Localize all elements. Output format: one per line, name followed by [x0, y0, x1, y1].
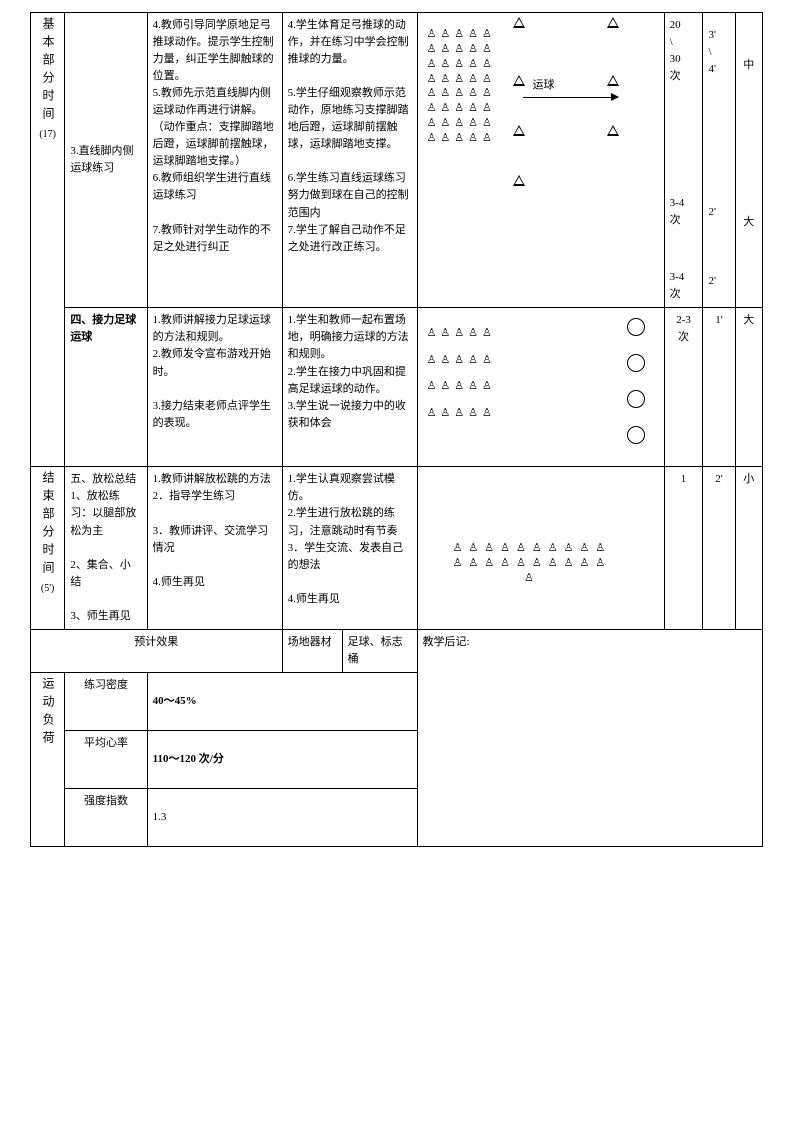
r1-student: 4.学生体育足弓推球的动作，并在练习中学会控制推球的力量。 5.学生仔细观察教师…	[282, 13, 417, 308]
r2-times: 2-3 次	[664, 308, 703, 467]
relay-formation: ♙♙♙♙♙♙♙♙♙♙♙♙♙♙♙♙♙♙♙♙	[427, 320, 496, 426]
lesson-plan-table: 基本部分时间 (17) 3.直线脚内侧运球练习 4.教师引导同学原地足弓推球动作…	[30, 12, 763, 847]
arrow-icon	[523, 97, 618, 98]
r3-teacher: 1.教师讲解放松跳的方法 2．指导学生练习 3．教师讲评、交流学习情况 4.师生…	[147, 467, 282, 629]
r2-intensity: 大	[735, 308, 763, 467]
metric-1-value: 110～120 次/分	[147, 730, 417, 788]
r1-activity: 3.直线脚内侧运球练习	[65, 13, 147, 308]
r2-diagram: ♙♙♙♙♙♙♙♙♙♙♙♙♙♙♙♙♙♙♙♙	[417, 308, 664, 467]
cone-icon	[513, 175, 525, 186]
cone-icon	[607, 75, 619, 86]
metric-0-label: 练习密度	[65, 672, 147, 730]
cone-icon	[513, 125, 525, 136]
ball-icon	[627, 354, 645, 372]
expected-effect-label: 预计效果	[31, 629, 283, 672]
r2-dur: 1'	[703, 308, 735, 467]
r2-activity: 四、接力足球运球	[65, 308, 147, 467]
row-basic-1: 基本部分时间 (17) 3.直线脚内侧运球练习 4.教师引导同学原地足弓推球动作…	[31, 13, 763, 308]
r3-activity: 五、放松总结 1、放松练习：以腿部放松为主 2、集合、小结 3、师生再见	[65, 467, 147, 629]
teaching-notes: 教学后记:	[417, 629, 762, 846]
footer-header: 预计效果 场地器材 足球、标志桶 教学后记:	[31, 629, 763, 672]
r1-dur: 3' \ 4' 2' 2'	[703, 13, 735, 308]
section-load-label: 运动负荷	[31, 672, 65, 846]
row-end: 结束部分时间 (5') 五、放松总结 1、放松练习：以腿部放松为主 2、集合、小…	[31, 467, 763, 629]
r2-student: 1.学生和教师一起布置场地，明确接力运球的方法和规则。 2.学生在接力中巩固和提…	[282, 308, 417, 467]
r1-intensity: 中 大	[735, 13, 763, 308]
formation-students: ♙♙♙♙♙♙♙♙♙♙♙♙♙♙♙♙♙♙♙♙♙♙♙♙♙♙♙♙♙♙♙♙♙♙♙♙♙♙♙♙	[427, 27, 496, 146]
r3-times: 1	[664, 467, 703, 629]
r3-diagram: ♙♙♙♙♙♙♙♙♙♙♙♙♙♙♙♙♙♙♙♙♙	[417, 467, 664, 629]
r1-teacher: 4.教师引导同学原地足弓推球动作。提示学生控制力量，纠正学生脚触球的位置。 5.…	[147, 13, 282, 308]
metric-0-value: 40～45%	[147, 672, 417, 730]
closing-formation: ♙♙♙♙♙♙♙♙♙♙♙♙♙♙♙♙♙♙♙♙♙	[453, 541, 612, 586]
ball-icon	[627, 390, 645, 408]
row-basic-2: 四、接力足球运球 1.教师讲解接力足球运球的方法和规则。 2.教师发令宣布游戏开…	[31, 308, 763, 467]
r1-times: 20 \ 30 次 3-4 次 3-4 次	[664, 13, 703, 308]
section-end-label: 结束部分时间 (5')	[31, 467, 65, 629]
metric-2-value: 1.3	[147, 788, 417, 846]
r1-diagram: ♙♙♙♙♙♙♙♙♙♙♙♙♙♙♙♙♙♙♙♙♙♙♙♙♙♙♙♙♙♙♙♙♙♙♙♙♙♙♙♙…	[417, 13, 664, 308]
cone-icon	[607, 125, 619, 136]
cone-icon	[607, 17, 619, 28]
r3-dur: 2'	[703, 467, 735, 629]
equipment-label: 场地器材 足球、标志桶	[282, 629, 417, 672]
ball-icon	[627, 318, 645, 336]
r3-intensity: 小	[735, 467, 763, 629]
cone-icon	[513, 17, 525, 28]
r2-teacher: 1.教师讲解接力足球运球的方法和规则。 2.教师发令宣布游戏开始时。 3.接力结…	[147, 308, 282, 467]
metric-1-label: 平均心率	[65, 730, 147, 788]
cone-icon	[513, 75, 525, 86]
r3-student: 1.学生认真观察尝试模仿。 2.学生进行放松跳的练习，注意跳动时有节奏 3．学生…	[282, 467, 417, 629]
metric-2-label: 强度指数	[65, 788, 147, 846]
section-basic-label: 基本部分时间 (17)	[31, 13, 65, 467]
ball-icon	[627, 426, 645, 444]
